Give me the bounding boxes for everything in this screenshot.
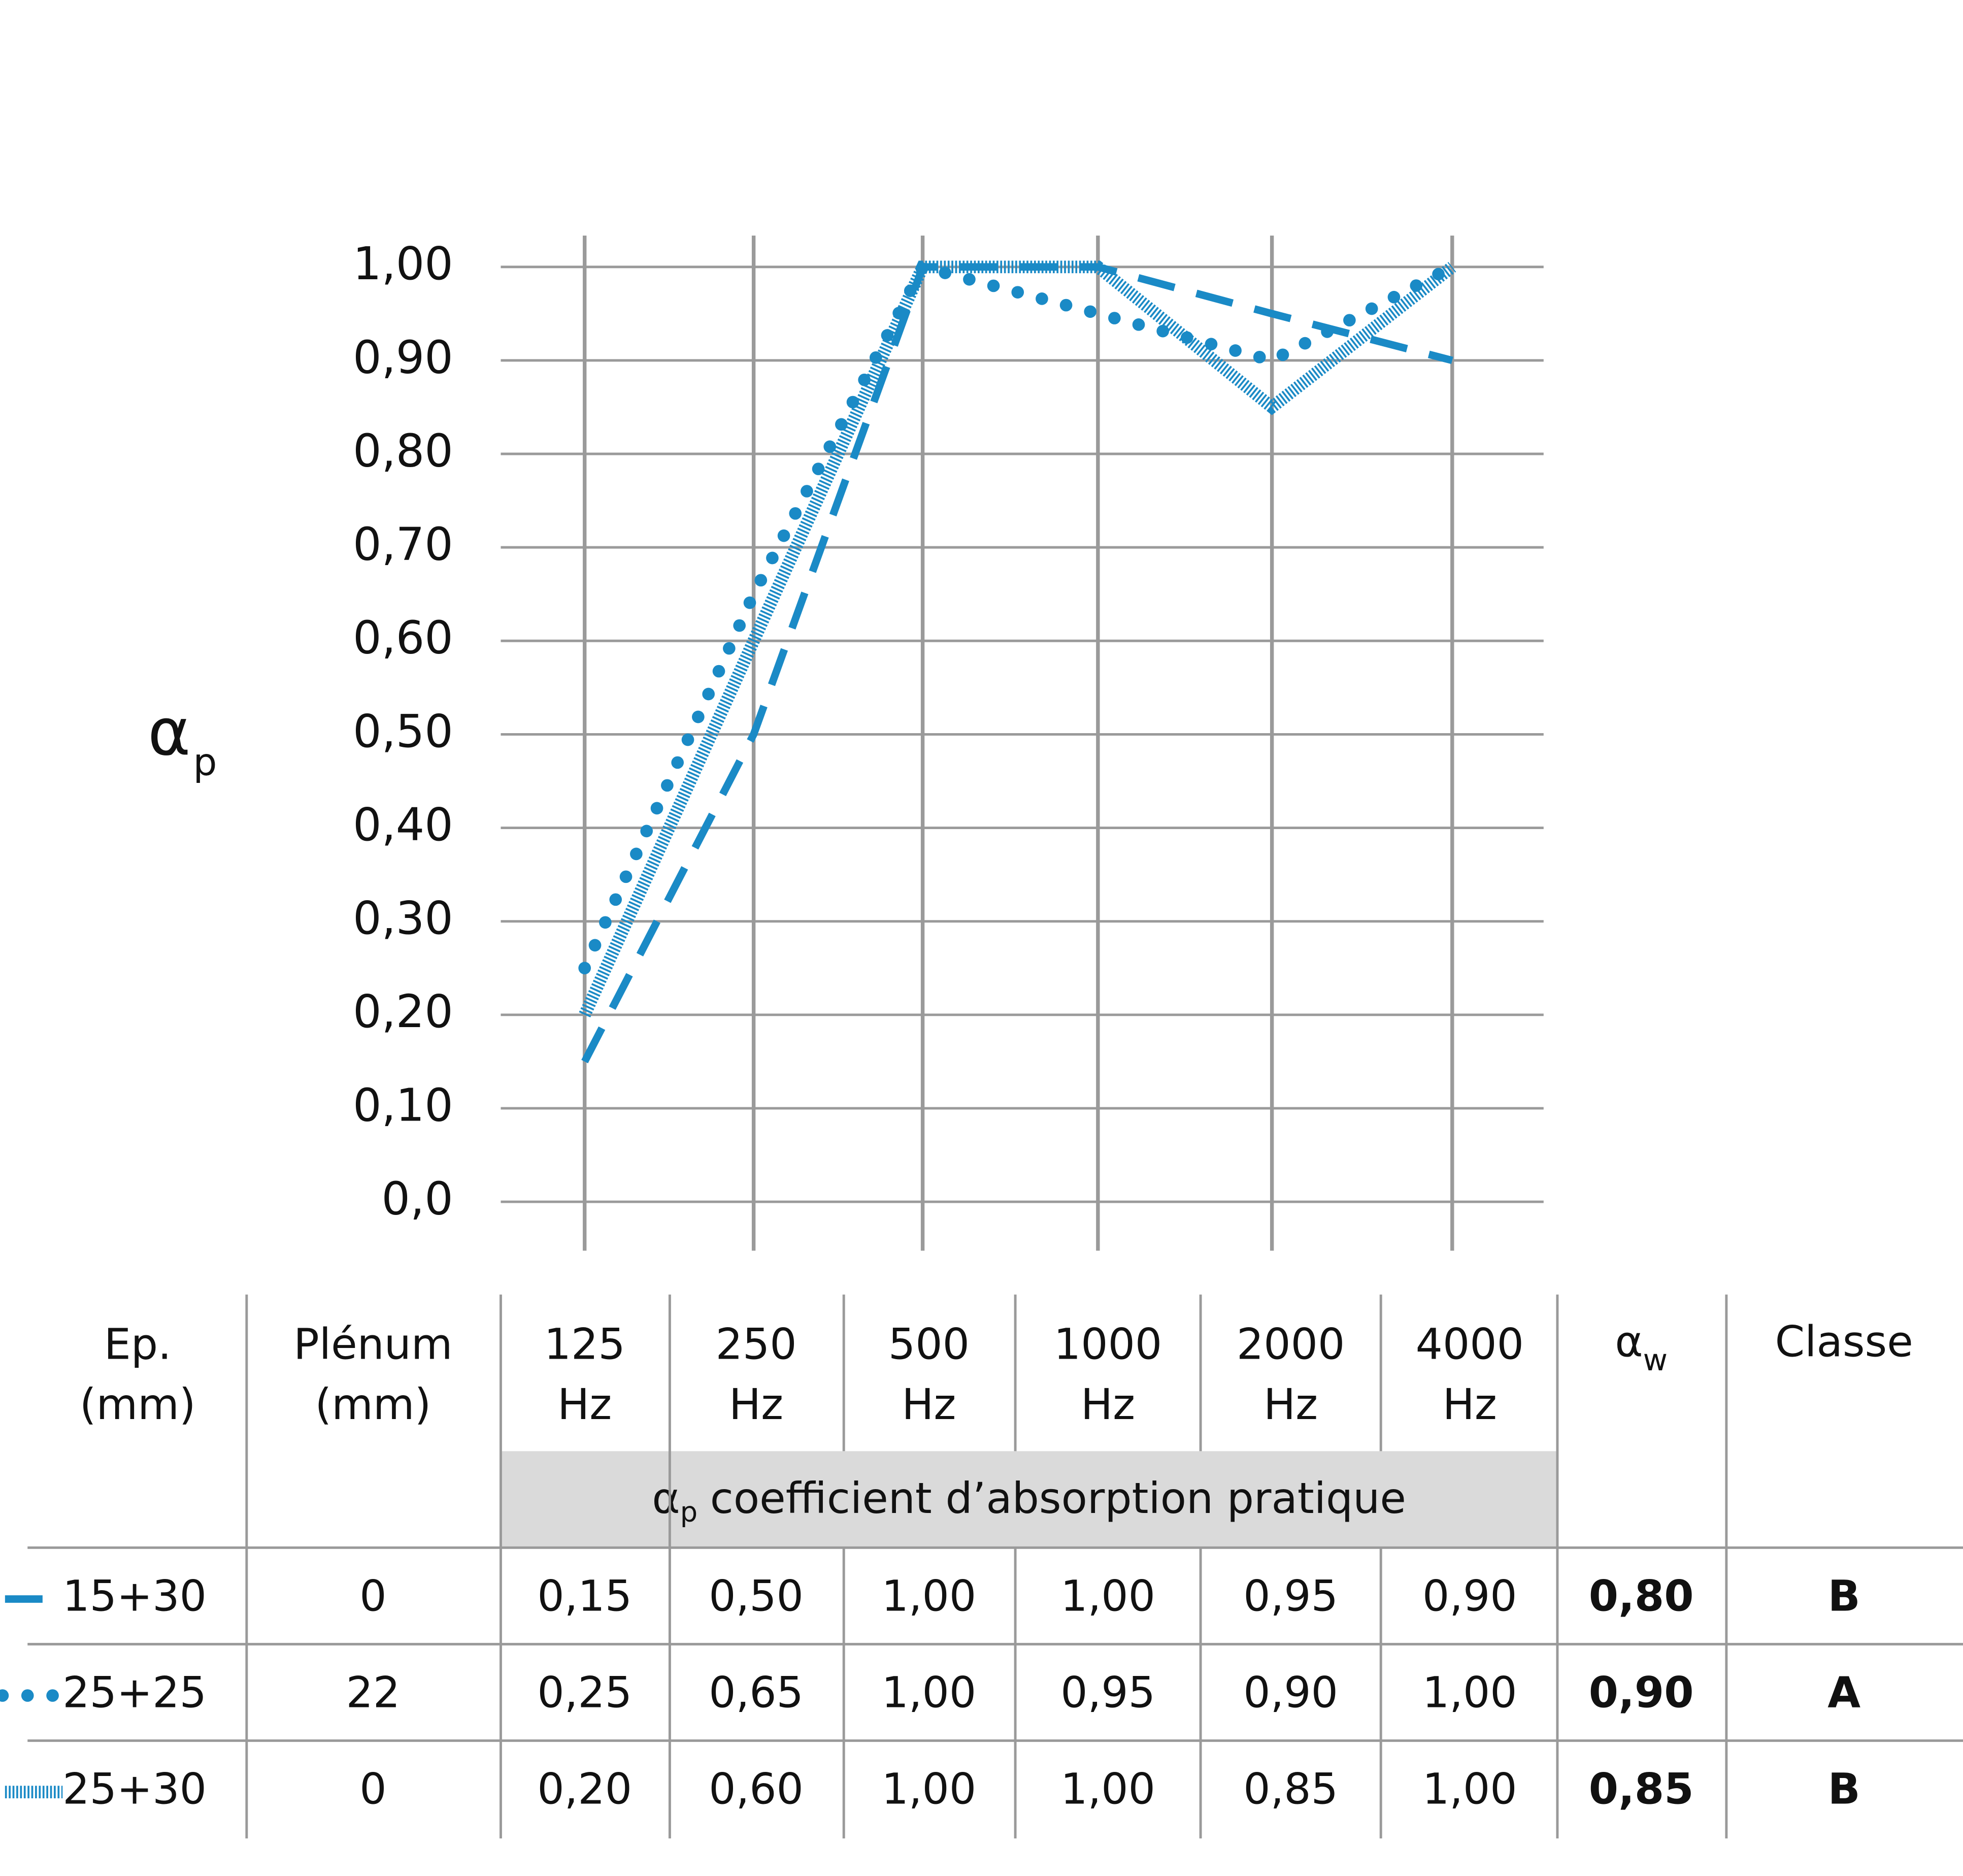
table-cell: 0	[359, 1571, 386, 1621]
table-cell: 1,00	[1422, 1764, 1517, 1814]
series-line	[578, 259, 1459, 975]
aw-sub: w	[1643, 1342, 1668, 1377]
table-cell: 0,80	[1589, 1571, 1694, 1621]
y-label-sub: p	[193, 740, 217, 784]
subheader-sub: p	[680, 1496, 697, 1528]
table-cell: 0,50	[709, 1571, 804, 1621]
table-header: 2000	[1237, 1319, 1345, 1369]
table-cell: 1,00	[882, 1571, 977, 1621]
table-cell: 0,60	[709, 1764, 804, 1814]
y-tick-label: 0,80	[353, 424, 453, 477]
table-cell: 0,90	[1589, 1667, 1694, 1717]
table-cell: 0,25	[537, 1667, 632, 1717]
y-tick-label: 0,20	[353, 985, 453, 1038]
table-cell: 0,95	[1243, 1571, 1338, 1621]
table-header: 500	[888, 1319, 970, 1369]
y-tick-label: 0,0	[382, 1172, 453, 1225]
aw-main: α	[1615, 1317, 1643, 1366]
table-header: Hz	[1081, 1379, 1135, 1429]
subheader-text: coefficient d’absorption pratique	[710, 1473, 1406, 1523]
table-cell: 0,90	[1243, 1667, 1338, 1717]
table-header: 1000	[1054, 1319, 1162, 1369]
table-header: Hz	[1263, 1379, 1318, 1429]
y-tick-label: 1,00	[353, 238, 453, 290]
class-header: Classe	[1775, 1317, 1913, 1366]
y-tick-label: 0,60	[353, 612, 453, 664]
table-cell: 1,00	[1060, 1571, 1155, 1621]
table-header: Hz	[557, 1379, 612, 1429]
table-header: Plénum	[293, 1319, 452, 1369]
table-cell: 0	[359, 1764, 386, 1814]
table-cell: 1,00	[1422, 1667, 1517, 1717]
subheader-bg	[501, 1451, 1557, 1548]
table-cell: 1,00	[1060, 1764, 1155, 1814]
table-header: (mm)	[315, 1379, 431, 1429]
table-header: (mm)	[80, 1379, 196, 1429]
series-line	[581, 263, 1453, 1064]
subheader-main: α	[652, 1473, 680, 1523]
table-cell: B	[1828, 1571, 1860, 1621]
table-cell: 22	[346, 1667, 401, 1717]
table-cell: 1,00	[882, 1667, 977, 1717]
table-header: Hz	[729, 1379, 783, 1429]
table-cell: 0,15	[537, 1571, 632, 1621]
table-cell: 1,00	[882, 1764, 977, 1814]
y-tick-label: 0,30	[353, 892, 453, 944]
y-label-main: α	[148, 695, 191, 770]
series-name: 25+25	[62, 1667, 207, 1717]
subheader: αp coefficient d’absorption pratique	[652, 1473, 1406, 1528]
y-tick-label: 0,90	[353, 331, 453, 383]
table-cell: A	[1827, 1667, 1860, 1717]
table-cell: 0,65	[709, 1667, 804, 1717]
table-header: 125	[544, 1319, 625, 1369]
y-tick-label: 0,50	[353, 705, 453, 758]
table-header: Hz	[902, 1379, 956, 1429]
table-header: 4000	[1416, 1319, 1524, 1369]
table-cell: B	[1828, 1764, 1860, 1814]
y-tick-label: 0,70	[353, 518, 453, 571]
table-cell: 0,90	[1422, 1571, 1517, 1621]
series-name: 25+30	[62, 1764, 207, 1814]
aw-header: αw	[1615, 1317, 1668, 1377]
y-tick-label: 0,10	[353, 1079, 453, 1131]
y-tick-label: 0,40	[353, 799, 453, 851]
table-cell: 0,85	[1589, 1764, 1694, 1814]
series-name: 15+30	[62, 1571, 207, 1621]
table-cell: 0,85	[1243, 1764, 1338, 1814]
table-header: Hz	[1443, 1379, 1497, 1429]
table-cell: 0,95	[1060, 1667, 1155, 1717]
table-cell: 0,20	[537, 1764, 632, 1814]
table-header: Ep.	[104, 1319, 172, 1369]
table-header: 250	[716, 1319, 797, 1369]
